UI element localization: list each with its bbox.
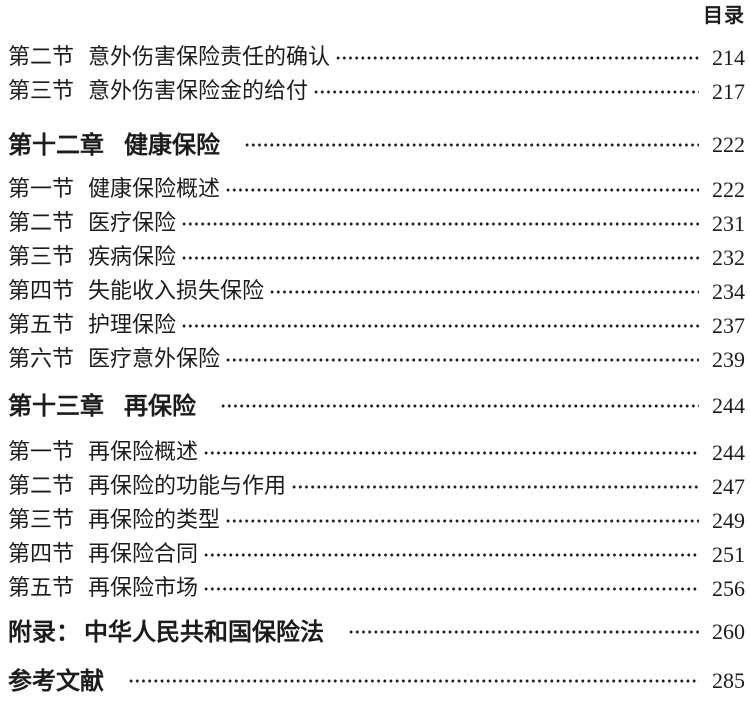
- entry-label: 参考文献: [8, 667, 104, 695]
- entry-label: 第一节: [8, 177, 75, 202]
- entry-page-number: 249: [712, 508, 745, 533]
- toc-list: 第二节 意外伤害保险责任的确认 214 第三节 意外伤害保险金的给付 217 第…: [8, 47, 745, 694]
- entry-label: 第四节: [8, 279, 75, 304]
- toc-entry: 附录： 中华人民共和国保险法 260: [8, 619, 745, 645]
- entry-label: 第十二章: [8, 131, 104, 159]
- dot-leader: [203, 442, 699, 464]
- dot-leader: [225, 179, 699, 201]
- entry-title: 疾病保险: [88, 245, 177, 270]
- dot-leader: [225, 349, 699, 371]
- toc-entry: 第二节 医疗保险 231: [8, 213, 745, 235]
- toc-entry: 第二节 意外伤害保险责任的确认 214: [8, 47, 745, 69]
- toc-entry: 第三节 意外伤害保险金的给付 217: [8, 81, 745, 103]
- dot-leader: [203, 578, 699, 600]
- entry-title: 再保险的功能与作用: [88, 474, 287, 499]
- entry-page-number: 234: [712, 279, 745, 304]
- entry-title: 再保险的类型: [88, 508, 221, 533]
- entry-page-number: 244: [712, 393, 745, 418]
- toc-entry: 第六节 医疗意外保险 239: [8, 349, 745, 371]
- toc-entry: 第三节 疾病保险 232: [8, 247, 745, 269]
- entry-page-number: 232: [712, 245, 745, 270]
- entry-title: 再保险: [124, 392, 196, 420]
- toc-entry: 第一节 再保险概述 244: [8, 442, 745, 464]
- dot-leader: [181, 315, 699, 337]
- entry-page-number: 251: [712, 542, 745, 567]
- entry-label: 第五节: [8, 313, 75, 338]
- toc-entry: 第十三章 再保险 244: [8, 393, 745, 419]
- entry-label: 附录：: [8, 618, 80, 646]
- entry-label: 第四节: [8, 542, 75, 567]
- entry-page-number: 231: [712, 211, 745, 236]
- toc-entry: 第十二章 健康保险 222: [8, 132, 745, 158]
- entry-label: 第二节: [8, 474, 75, 499]
- toc-entry: 参考文献 285: [8, 668, 745, 694]
- entry-label: 第十三章: [8, 392, 104, 420]
- dot-leader: [335, 47, 699, 69]
- entry-title: 健康保险: [124, 131, 220, 159]
- entry-label: 第一节: [8, 440, 75, 465]
- dot-leader: [291, 476, 699, 498]
- entry-page-number: 222: [712, 132, 745, 157]
- entry-page-number: 285: [712, 668, 745, 693]
- entry-title: 再保险合同: [88, 542, 199, 567]
- page-header: 目录: [8, 5, 745, 25]
- entry-label: 第三节: [8, 79, 75, 104]
- entry-title: 失能收入损失保险: [88, 279, 265, 304]
- entry-label: 第三节: [8, 508, 75, 533]
- entry-page-number: 222: [712, 177, 745, 202]
- toc-entry: 第五节 再保险市场 256: [8, 578, 745, 600]
- dot-leader: [225, 510, 699, 532]
- dot-leader: [244, 132, 699, 158]
- entry-title: 再保险概述: [88, 440, 199, 465]
- toc-entry: 第四节 失能收入损失保险 234: [8, 281, 745, 303]
- entry-page-number: 256: [712, 576, 745, 601]
- dot-leader: [313, 81, 699, 103]
- entry-title: 医疗意外保险: [88, 347, 221, 372]
- entry-label: 第五节: [8, 576, 75, 601]
- dot-leader: [181, 213, 699, 235]
- entry-title: 中华人民共和国保险法: [84, 618, 324, 646]
- entry-title: 医疗保险: [88, 211, 177, 236]
- toc-entry: 第一节 健康保险概述 222: [8, 179, 745, 201]
- toc-entry: 第五节 护理保险 237: [8, 315, 745, 337]
- entry-page-number: 244: [712, 440, 745, 465]
- dot-leader: [181, 247, 699, 269]
- entry-page-number: 214: [712, 45, 745, 70]
- entry-title: 护理保险: [88, 313, 177, 338]
- dot-leader: [220, 393, 699, 419]
- dot-leader: [269, 281, 699, 303]
- entry-label: 第六节: [8, 347, 75, 372]
- entry-title: 健康保险概述: [88, 177, 221, 202]
- entry-page-number: 239: [712, 347, 745, 372]
- toc-entry: 第四节 再保险合同 251: [8, 544, 745, 566]
- dot-leader: [203, 544, 699, 566]
- entry-page-number: 217: [712, 79, 745, 104]
- entry-title: 再保险市场: [88, 576, 199, 601]
- entry-title: 意外伤害保险责任的确认: [88, 45, 331, 70]
- toc-entry: 第三节 再保险的类型 249: [8, 510, 745, 532]
- toc-entry: 第二节 再保险的功能与作用 247: [8, 476, 745, 498]
- dot-leader: [348, 619, 699, 645]
- entry-page-number: 237: [712, 313, 745, 338]
- entry-title: 意外伤害保险金的给付: [88, 79, 309, 104]
- dot-leader: [128, 668, 699, 694]
- entry-label: 第二节: [8, 45, 75, 70]
- entry-label: 第二节: [8, 211, 75, 236]
- entry-label: 第三节: [8, 245, 75, 270]
- toc-header-title: 目录: [703, 3, 745, 27]
- entry-page-number: 247: [712, 474, 745, 499]
- entry-page-number: 260: [712, 619, 745, 644]
